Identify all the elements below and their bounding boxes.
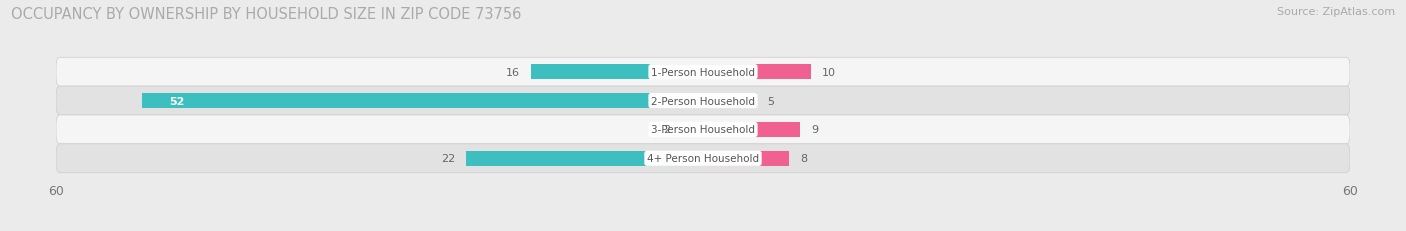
Text: 8: 8 bbox=[800, 154, 807, 164]
Text: Source: ZipAtlas.com: Source: ZipAtlas.com bbox=[1277, 7, 1395, 17]
FancyBboxPatch shape bbox=[56, 144, 1350, 173]
Bar bbox=[703, 94, 756, 109]
Bar bbox=[530, 65, 703, 80]
Text: 2: 2 bbox=[664, 125, 671, 135]
Text: 3-Person Household: 3-Person Household bbox=[651, 125, 755, 135]
Text: 1-Person Household: 1-Person Household bbox=[651, 67, 755, 77]
Text: 22: 22 bbox=[441, 154, 456, 164]
Text: 9: 9 bbox=[811, 125, 818, 135]
Bar bbox=[703, 65, 811, 80]
Bar bbox=[703, 151, 789, 166]
FancyBboxPatch shape bbox=[56, 116, 1350, 144]
Bar bbox=[703, 122, 800, 137]
Text: 2-Person Household: 2-Person Household bbox=[651, 96, 755, 106]
Text: 16: 16 bbox=[506, 67, 520, 77]
Bar bbox=[142, 94, 703, 109]
Text: 4+ Person Household: 4+ Person Household bbox=[647, 154, 759, 164]
Text: 5: 5 bbox=[768, 96, 775, 106]
FancyBboxPatch shape bbox=[56, 58, 1350, 87]
FancyBboxPatch shape bbox=[56, 87, 1350, 116]
Text: 52: 52 bbox=[170, 96, 184, 106]
Text: 10: 10 bbox=[821, 67, 835, 77]
Bar bbox=[682, 122, 703, 137]
Text: OCCUPANCY BY OWNERSHIP BY HOUSEHOLD SIZE IN ZIP CODE 73756: OCCUPANCY BY OWNERSHIP BY HOUSEHOLD SIZE… bbox=[11, 7, 522, 22]
Bar bbox=[465, 151, 703, 166]
